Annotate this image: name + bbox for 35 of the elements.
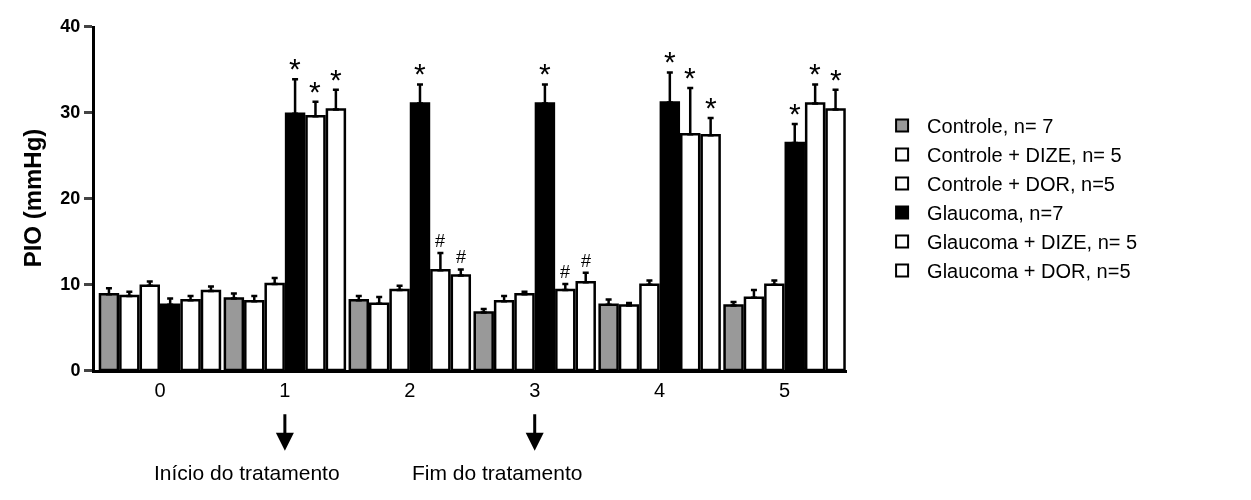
x-tick-label: 0 — [154, 379, 166, 401]
text: Início do tratamento — [154, 461, 340, 484]
data-label: * — [330, 63, 342, 96]
x-tick-label: 5 — [778, 379, 791, 401]
data-label: * — [809, 57, 821, 90]
x-tick-label: 1 — [279, 379, 291, 401]
legend-label: Glaucoma + DOR, n=5 — [927, 260, 1131, 283]
data-label: * — [539, 57, 551, 90]
legend-label: Glaucoma + DIZE, n= 5 — [927, 231, 1138, 254]
y-tick-label: 30 — [60, 102, 81, 123]
legend-label: Glaucoma, n=7 — [927, 202, 1064, 225]
x-tick-label: 3 — [529, 379, 541, 401]
data-label: * — [830, 63, 842, 96]
data-label: * — [684, 61, 696, 94]
data-label: # — [581, 251, 592, 271]
data-label: # — [560, 262, 571, 282]
legend-label: Controle + DIZE, n= 5 — [927, 144, 1122, 167]
y-tick-label: 0 — [70, 360, 81, 381]
y-tick-label: 20 — [60, 188, 81, 209]
data-label: * — [309, 75, 321, 108]
data-label: * — [789, 97, 801, 130]
legend-label: Controle + DOR, n=5 — [927, 173, 1115, 196]
x-tick-label: 4 — [654, 379, 666, 401]
data-label: # — [435, 231, 446, 251]
data-label: * — [414, 57, 426, 90]
data-label: * — [664, 45, 676, 78]
legend-label: Controle, n= 7 — [927, 115, 1054, 138]
text: Fim do tratamento — [412, 461, 583, 484]
data-label: * — [289, 52, 301, 85]
y-tick-label: 10 — [60, 274, 81, 295]
x-tick-label: 2 — [404, 379, 416, 401]
y-tick-label: 40 — [60, 16, 81, 37]
data-label: # — [456, 247, 467, 267]
y-axis-title: PIO (mmHg) — [19, 128, 47, 268]
data-label: * — [705, 91, 717, 124]
